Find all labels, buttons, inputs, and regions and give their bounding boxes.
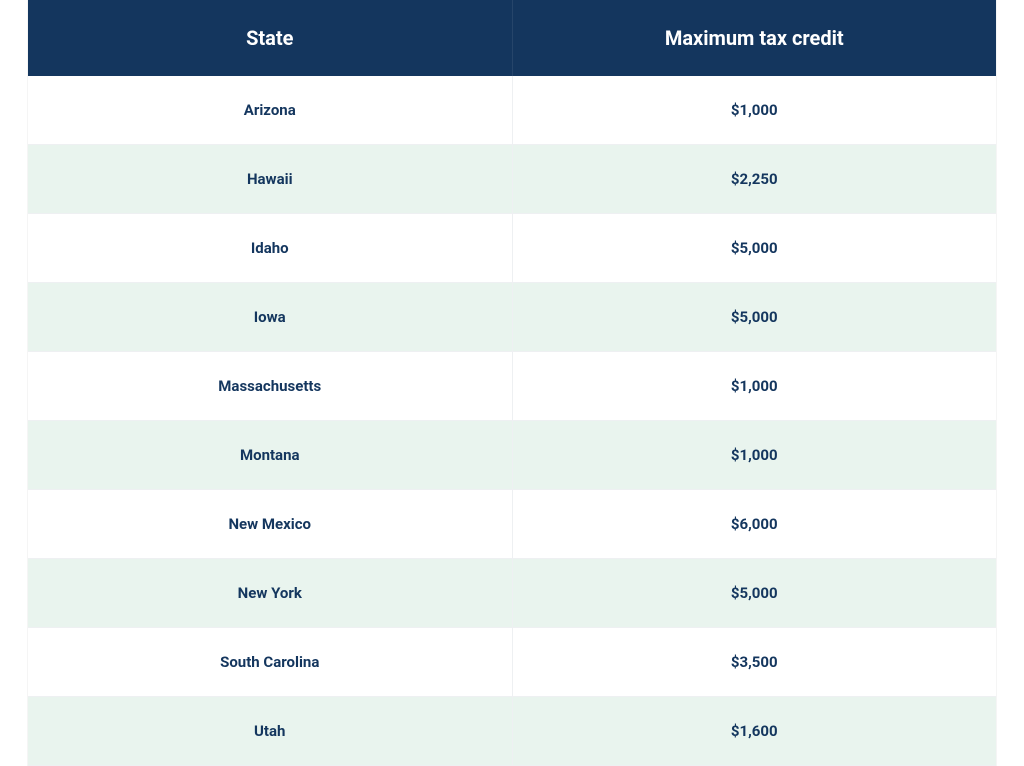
table-row: Idaho $5,000 <box>28 214 996 283</box>
table-row: Montana $1,000 <box>28 421 996 490</box>
table-row: New Mexico $6,000 <box>28 490 996 559</box>
cell-credit: $3,500 <box>512 628 996 697</box>
cell-state: Iowa <box>28 283 512 352</box>
cell-state: New Mexico <box>28 490 512 559</box>
cell-credit: $6,000 <box>512 490 996 559</box>
cell-credit: $1,000 <box>512 76 996 145</box>
cell-state: New York <box>28 559 512 628</box>
cell-credit: $1,000 <box>512 421 996 490</box>
cell-credit: $5,000 <box>512 214 996 283</box>
cell-credit: $5,000 <box>512 559 996 628</box>
cell-state: Utah <box>28 697 512 766</box>
table-row: Arizona $1,000 <box>28 76 996 145</box>
cell-state: Massachusetts <box>28 352 512 421</box>
cell-state: Hawaii <box>28 145 512 214</box>
table-row: New York $5,000 <box>28 559 996 628</box>
table-row: Hawaii $2,250 <box>28 145 996 214</box>
cell-state: Idaho <box>28 214 512 283</box>
cell-credit: $5,000 <box>512 283 996 352</box>
table-row: Massachusetts $1,000 <box>28 352 996 421</box>
column-header-state: State <box>28 0 512 76</box>
cell-credit: $1,600 <box>512 697 996 766</box>
cell-state: South Carolina <box>28 628 512 697</box>
cell-state: Arizona <box>28 76 512 145</box>
cell-state: Montana <box>28 421 512 490</box>
tax-credit-table: State Maximum tax credit Arizona $1,000 … <box>28 0 996 766</box>
table-row: Iowa $5,000 <box>28 283 996 352</box>
table-header-row: State Maximum tax credit <box>28 0 996 76</box>
table-row: South Carolina $3,500 <box>28 628 996 697</box>
cell-credit: $1,000 <box>512 352 996 421</box>
cell-credit: $2,250 <box>512 145 996 214</box>
column-header-max-credit: Maximum tax credit <box>512 0 996 76</box>
table-row: Utah $1,600 <box>28 697 996 766</box>
